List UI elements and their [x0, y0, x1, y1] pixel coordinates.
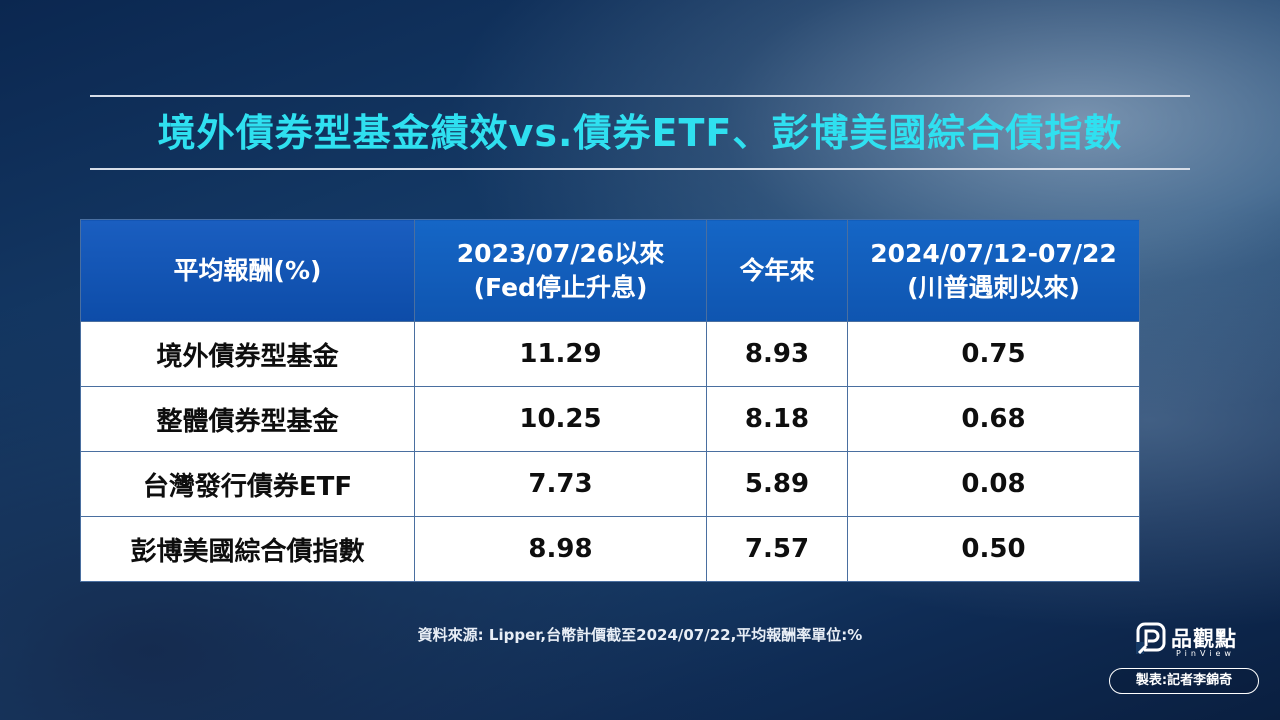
- cell-value: 5.89: [706, 451, 848, 517]
- row-label: 整體債券型基金: [80, 386, 415, 452]
- brand-logo: 品觀點 PinView: [1136, 622, 1256, 658]
- brand-name: 品觀點: [1171, 627, 1237, 651]
- table-row: 彭博美國綜合債指數 8.98 7.57 0.50: [80, 516, 1140, 582]
- cell-value: 0.50: [847, 516, 1140, 582]
- header-cell-since-assassination-attempt: 2024/07/12-07/22 (川普遇刺以來): [847, 219, 1140, 322]
- table-row: 境外債券型基金 11.29 8.93 0.75: [80, 321, 1140, 387]
- table-row: 台灣發行債券ETF 7.73 5.89 0.08: [80, 451, 1140, 517]
- title-bottom-rule: [90, 168, 1190, 170]
- brand-sub: PinView: [1176, 649, 1235, 658]
- header-cell-metric: 平均報酬(%): [80, 219, 415, 322]
- cell-value: 11.29: [414, 321, 707, 387]
- row-label: 彭博美國綜合債指數: [80, 516, 415, 582]
- header-cell-ytd: 今年來: [706, 219, 848, 322]
- cell-value: 8.18: [706, 386, 848, 452]
- cell-value: 8.98: [414, 516, 707, 582]
- header-cell-since-fed-pause: 2023/07/26以來 (Fed停止升息): [414, 219, 707, 322]
- row-label: 台灣發行債券ETF: [80, 451, 415, 517]
- row-label: 境外債券型基金: [80, 321, 415, 387]
- credit-badge: 製表:記者李錦奇: [1109, 668, 1259, 694]
- cell-value: 7.57: [706, 516, 848, 582]
- performance-table: 平均報酬(%) 2023/07/26以來 (Fed停止升息) 今年來 2024/…: [80, 219, 1140, 582]
- page-title: 境外債券型基金績效vs.債券ETF、彭博美國綜合債指數: [157, 111, 1123, 155]
- cell-value: 0.68: [847, 386, 1140, 452]
- cell-value: 7.73: [414, 451, 707, 517]
- table-row: 整體債券型基金 10.25 8.18 0.68: [80, 386, 1140, 452]
- table-header-row: 平均報酬(%) 2023/07/26以來 (Fed停止升息) 今年來 2024/…: [80, 219, 1140, 322]
- cell-value: 8.93: [706, 321, 848, 387]
- cell-value: 0.08: [847, 451, 1140, 517]
- cell-value: 0.75: [847, 321, 1140, 387]
- source-note: 資料來源: Lipper,台幣計價截至2024/07/22,平均報酬率單位:%: [417, 626, 863, 644]
- title-top-rule: [90, 95, 1190, 97]
- pinview-logo-icon: [1136, 622, 1166, 654]
- cell-value: 10.25: [414, 386, 707, 452]
